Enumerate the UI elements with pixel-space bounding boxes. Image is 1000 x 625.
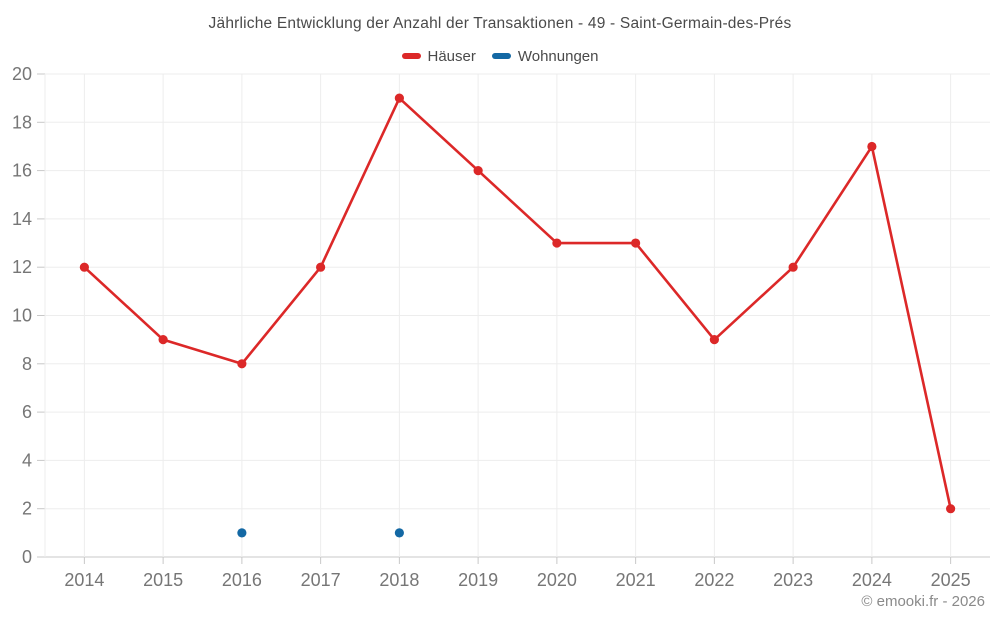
data-point-0-2023[interactable]: [788, 262, 798, 272]
chart-title: Jährliche Entwicklung der Anzahl der Tra…: [208, 15, 792, 32]
data-point-0-2024[interactable]: [867, 141, 877, 152]
legend-item-1[interactable]: Wohnungen: [491, 47, 599, 65]
x-tick-label: 2023: [773, 570, 813, 590]
legend-label: Häuser: [427, 47, 476, 65]
x-tick-label: 2019: [458, 570, 498, 590]
x-tick-label: 2024: [852, 570, 892, 590]
data-point-0-2022[interactable]: [709, 335, 719, 345]
legend-label: Wohnungen: [517, 47, 599, 65]
y-tick-label: 0: [22, 547, 32, 567]
y-tick-label: 10: [12, 306, 32, 326]
x-tick-label: 2025: [931, 570, 971, 590]
y-tick-label: 6: [22, 402, 32, 422]
x-tick-label: 2014: [64, 570, 104, 590]
y-tick-label: 14: [12, 209, 32, 229]
y-tick-label: 8: [22, 354, 32, 374]
copyright-text: © emooki.fr - 2026: [861, 593, 985, 610]
series-line-0: [83, 96, 952, 511]
y-tick-label: 2: [22, 499, 32, 519]
data-point-1-2016[interactable]: [237, 528, 247, 538]
y-tick-label: 4: [22, 450, 32, 470]
data-point-0-2015[interactable]: [158, 335, 168, 345]
legend-swatch-icon: [491, 53, 511, 59]
x-tick-label: 2016: [222, 570, 262, 590]
data-point-0-2020[interactable]: [552, 238, 562, 248]
chart-legend: Häuser Wohnungen: [0, 45, 1000, 67]
data-point-0-2025[interactable]: [946, 504, 956, 514]
y-tick-label: 18: [12, 112, 32, 132]
x-tick-label: 2017: [301, 570, 341, 590]
data-point-0-2017[interactable]: [316, 262, 326, 272]
data-point-0-2019[interactable]: [473, 166, 483, 176]
legend-item-0[interactable]: Häuser: [401, 47, 476, 65]
x-tick-label: 2021: [616, 570, 656, 590]
data-point-1-2018[interactable]: [394, 528, 404, 538]
x-tick-label: 2020: [537, 570, 577, 590]
x-tick-label: 2015: [143, 570, 183, 590]
y-tick-label: 16: [12, 161, 32, 181]
y-tick-label: 20: [12, 64, 32, 84]
y-tick-label: 12: [12, 257, 32, 277]
legend-swatch-icon: [401, 53, 421, 59]
data-point-0-2018[interactable]: [394, 93, 404, 103]
data-point-0-2016[interactable]: [237, 359, 247, 369]
data-point-0-2014[interactable]: [79, 262, 89, 272]
data-point-0-2021[interactable]: [631, 238, 641, 248]
x-tick-label: 2022: [694, 570, 734, 590]
x-tick-label: 2018: [379, 570, 419, 590]
